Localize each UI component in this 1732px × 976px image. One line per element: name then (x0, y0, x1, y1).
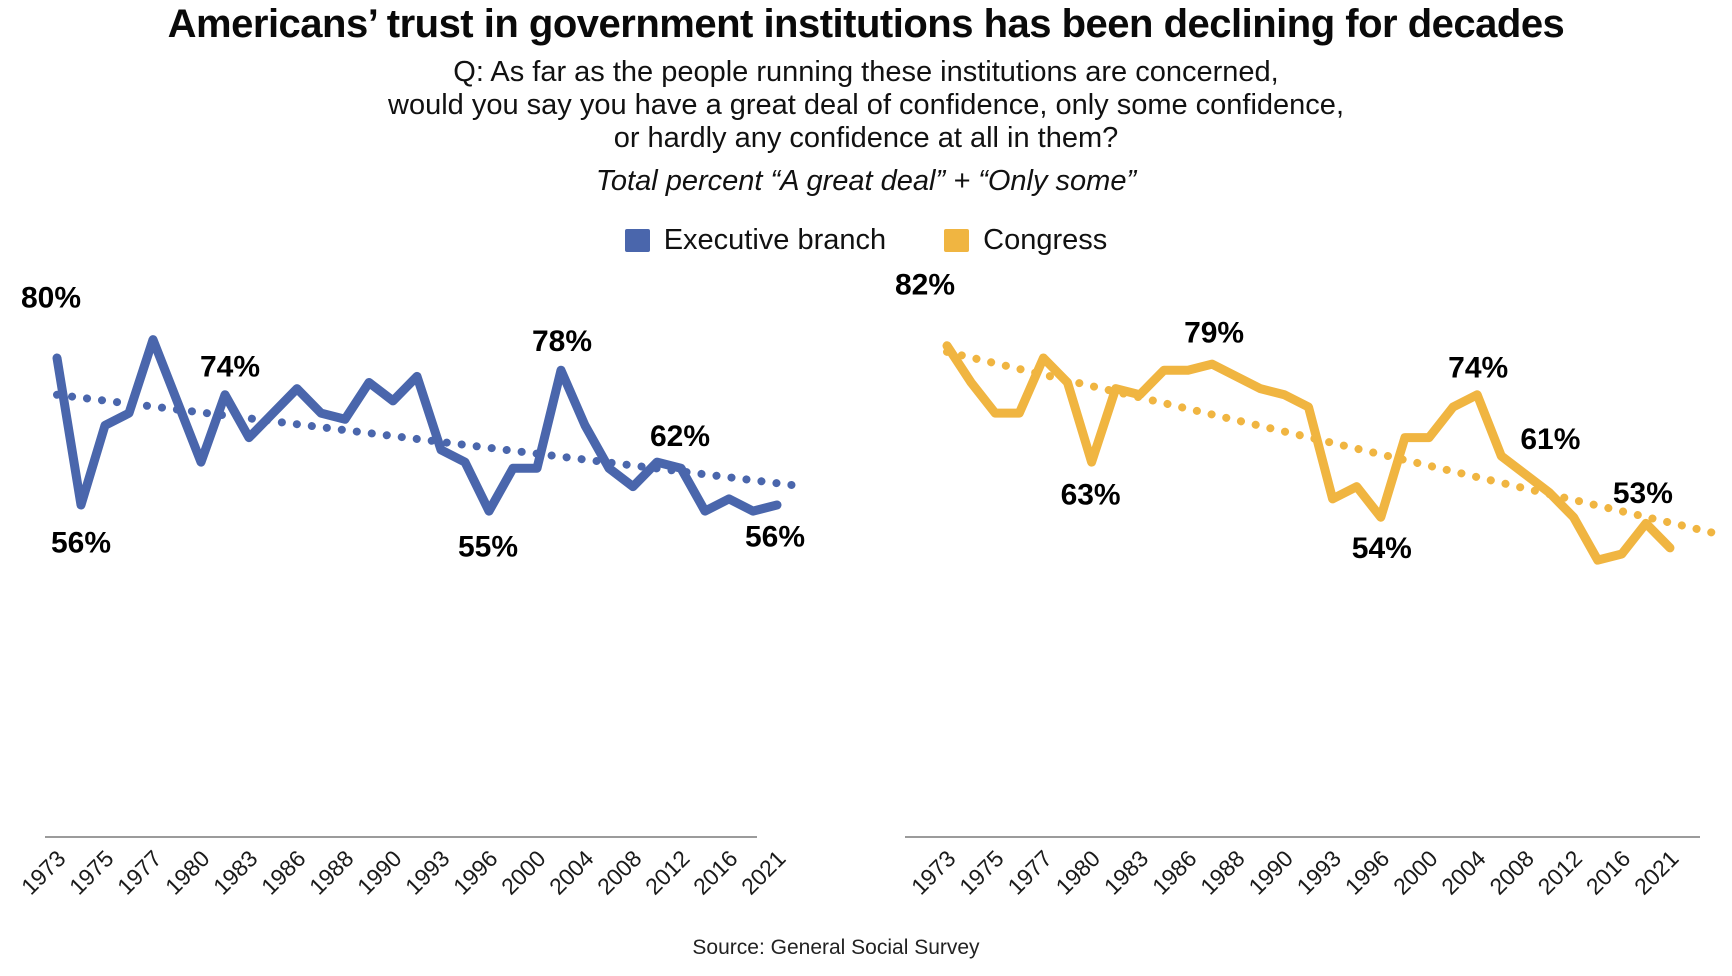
x-tick-label: 2004 (1436, 845, 1491, 900)
survey-question-line-1: Q: As far as the people running these in… (453, 56, 1279, 88)
legend-swatch-executive-branch (624, 229, 650, 252)
x-tick-label: 1988 (304, 845, 359, 900)
point-label: 55% (458, 531, 518, 564)
x-tick-label: 1980 (160, 845, 215, 900)
x-tick-label: 2012 (1533, 845, 1588, 900)
x-tick-label: 2021 (736, 845, 791, 900)
point-label: 80% (21, 282, 81, 315)
x-tick-label: 1975 (954, 845, 1009, 900)
x-tick-label: 2021 (1629, 845, 1684, 900)
x-tick-label: 1983 (1099, 845, 1154, 900)
x-tick-label: 1986 (256, 845, 311, 900)
series-line (52, 335, 782, 516)
x-tick-label: 1975 (64, 845, 119, 900)
x-tick-label: 1990 (1243, 845, 1298, 900)
legend: Executive branch Congress (0, 224, 1732, 257)
x-tick-label: 2000 (496, 845, 551, 900)
x-tick-label: 1988 (1195, 845, 1250, 900)
x-tick-label: 2012 (640, 845, 695, 900)
x-tick-label: 1990 (352, 845, 407, 900)
x-tick-label: 2004 (544, 845, 599, 900)
trend-line (53, 390, 809, 491)
x-tick-label: 1996 (1340, 845, 1395, 900)
x-tick-label: 1993 (1292, 845, 1347, 900)
legend-label-executive-branch: Executive branch (663, 224, 887, 256)
congress-chart: 1973197519771980198319861988199019931996… (895, 268, 1729, 900)
x-tick-label: 1996 (448, 845, 503, 900)
x-tick-label: 1977 (1002, 845, 1057, 900)
point-label: 74% (1448, 351, 1508, 384)
x-tick-label: 1973 (906, 845, 961, 900)
point-label: 74% (200, 350, 260, 383)
point-label: 78% (532, 325, 592, 358)
x-tick-label: 1980 (1051, 845, 1106, 900)
point-label: 53% (1613, 477, 1673, 510)
x-tick-label: 2008 (1484, 845, 1539, 900)
legend-swatch-congress (944, 229, 970, 252)
x-tick-label: 1986 (1147, 845, 1202, 900)
x-tick-label: 2008 (592, 845, 647, 900)
survey-question-line-2: would you say you have a great deal of c… (388, 89, 1344, 121)
source-note: Source: General Social Survey (692, 936, 980, 959)
x-tick-label: 1983 (208, 845, 263, 900)
x-tick-label: 2016 (688, 845, 743, 900)
x-tick-label: 1993 (400, 845, 455, 900)
x-tick-label: 2016 (1581, 845, 1636, 900)
x-tick-label: 1977 (112, 845, 167, 900)
point-label: 79% (1184, 317, 1244, 350)
point-label: 56% (51, 527, 111, 560)
point-label: 62% (650, 420, 710, 453)
trend-line (943, 347, 1729, 540)
x-tick-label: 2000 (1388, 845, 1443, 900)
legend-label-congress: Congress (983, 224, 1108, 256)
point-label: 56% (745, 521, 805, 554)
series-line (942, 341, 1675, 565)
point-label: 61% (1520, 423, 1580, 456)
survey-question: Q: As far as the people running these in… (0, 56, 1732, 155)
point-label: 82% (895, 268, 955, 301)
measure-note: Total percent “A great deal” + “Only som… (595, 165, 1137, 197)
point-label: 63% (1061, 479, 1121, 512)
survey-question-line-3: or hardly any confidence at all in them? (613, 122, 1119, 154)
chart-title: Americans’ trust in government instituti… (167, 2, 1565, 46)
x-tick-label: 1973 (16, 845, 71, 900)
point-label: 54% (1352, 532, 1412, 565)
executive-branch-chart: 1973197519771980198319861988199019931996… (16, 282, 809, 900)
